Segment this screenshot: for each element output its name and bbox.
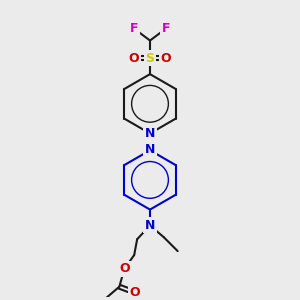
Text: O: O: [129, 52, 140, 65]
Text: N: N: [145, 219, 155, 232]
Text: F: F: [162, 22, 170, 35]
Text: O: O: [160, 52, 171, 65]
Text: N: N: [145, 128, 155, 140]
Text: O: O: [119, 262, 130, 275]
Text: S: S: [146, 52, 154, 65]
Text: N: N: [145, 143, 155, 156]
Text: O: O: [130, 286, 140, 299]
Text: F: F: [130, 22, 138, 35]
